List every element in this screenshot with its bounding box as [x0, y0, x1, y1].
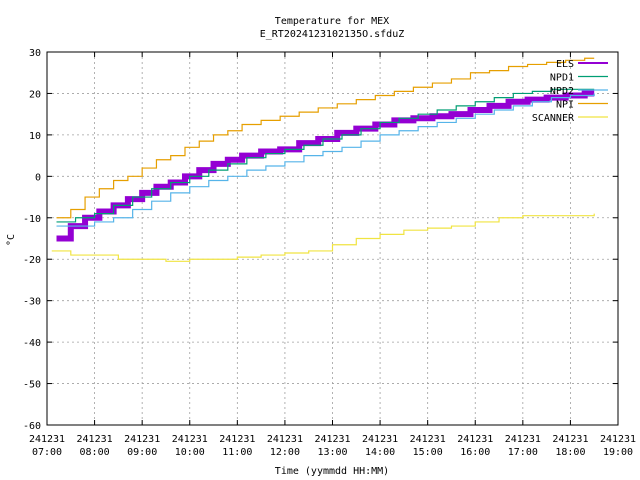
- x-tick-time: 14:00: [365, 447, 395, 458]
- x-tick-date: 241231: [267, 434, 303, 445]
- y-axis-label: °C: [6, 234, 17, 246]
- legend-label: NPI: [556, 100, 574, 111]
- x-tick-date: 241231: [600, 434, 636, 445]
- x-tick-date: 241231: [219, 434, 255, 445]
- x-tick-time: 09:00: [127, 447, 157, 458]
- legend: ELS NPD1 NPD2 NPI SCANNER: [532, 59, 608, 124]
- chart-title: Temperature for MEX: [275, 16, 389, 27]
- x-tick-time: 12:00: [270, 447, 300, 458]
- series-line-npd2: [56, 93, 595, 227]
- y-tick-label: -40: [23, 338, 41, 349]
- x-tick-time: 16:00: [460, 447, 490, 458]
- x-tick-date: 241231: [124, 434, 160, 445]
- x-tick-date: 241231: [172, 434, 208, 445]
- x-tick-date: 241231: [314, 434, 350, 445]
- x-tick-time: 10:00: [175, 447, 205, 458]
- y-tick-label: 30: [29, 48, 41, 59]
- y-tick-label: -30: [23, 297, 41, 308]
- axis-ticks: -60 -50 -40 -30 -20 -10 0 10 20 30 241231 07:00 2412…: [23, 48, 636, 458]
- y-tick-label: -10: [23, 214, 41, 225]
- legend-label: ELS: [556, 59, 574, 70]
- legend-label: SCANNER: [532, 113, 575, 124]
- x-tick-date: 241231: [410, 434, 446, 445]
- x-axis-label: Time (yymmdd HH:MM): [275, 466, 389, 477]
- x-tick-date: 241231: [552, 434, 588, 445]
- y-tick-label: 10: [29, 131, 41, 142]
- x-tick-date: 241231: [505, 434, 541, 445]
- y-tick-label: -60: [23, 421, 41, 432]
- x-tick-time: 19:00: [603, 447, 633, 458]
- x-tick-time: 07:00: [32, 447, 62, 458]
- x-tick-time: 13:00: [317, 447, 347, 458]
- x-tick-time: 15:00: [413, 447, 443, 458]
- x-tick-time: 17:00: [508, 447, 538, 458]
- x-tick-date: 241231: [29, 434, 65, 445]
- chart-subtitle: E_RT2024123102135O.sfduZ: [260, 29, 405, 40]
- x-tick-time: 18:00: [555, 447, 585, 458]
- x-tick-time: 08:00: [80, 447, 110, 458]
- x-tick-date: 241231: [362, 434, 398, 445]
- y-tick-label: 0: [35, 172, 41, 183]
- x-tick-time: 11:00: [222, 447, 252, 458]
- legend-label: NPD2: [550, 86, 574, 97]
- y-tick-label: -20: [23, 255, 41, 266]
- series-line-els: [56, 90, 595, 242]
- x-tick-date: 241231: [457, 434, 493, 445]
- x-tick-date: 241231: [77, 434, 113, 445]
- y-tick-label: 20: [29, 89, 41, 100]
- legend-label: NPD1: [550, 73, 574, 84]
- series-line-npd1: [56, 88, 595, 223]
- series-line-npi: [56, 57, 595, 219]
- series-line-scanner: [51, 213, 595, 262]
- y-tick-label: -50: [23, 380, 41, 391]
- series-layer: [51, 57, 595, 262]
